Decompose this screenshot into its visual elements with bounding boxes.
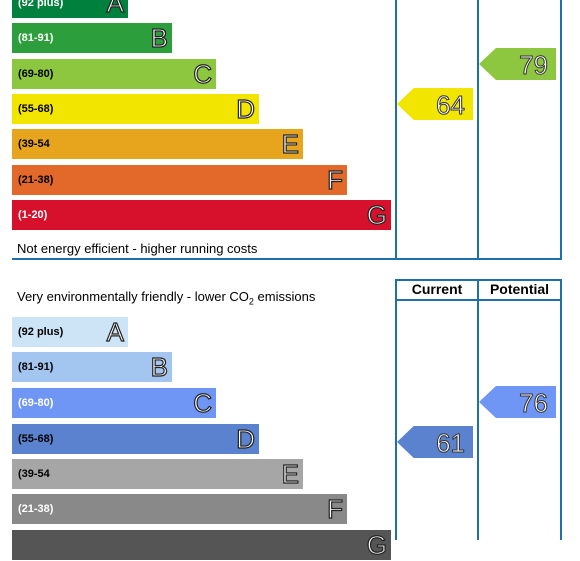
header-text-end: emissions (253, 289, 316, 304)
column-header-potential: Potential (489, 281, 550, 297)
band-range: (81-91) (18, 361, 54, 373)
band-range: (1-20) (18, 209, 48, 221)
band-range: (55-68) (18, 103, 54, 115)
band-range: (55-68) (18, 433, 54, 445)
environmental-band-d: (55-68) D (12, 423, 259, 455)
band-letter: C (193, 387, 213, 418)
environmental-band-b: (81-91) B (12, 351, 172, 383)
energy-band-b: (81-91) B (12, 22, 172, 54)
band-letter: G (366, 529, 387, 560)
header-text-subscript: 2 (248, 296, 254, 307)
chart-border-current-left (395, 279, 397, 540)
band-letter: B (150, 351, 169, 382)
band-letter: C (193, 58, 213, 89)
environmental-band-f: (21-38) F (12, 493, 347, 525)
energy-band-e: (39-54 E (12, 128, 303, 160)
band-range: (21-38) (18, 503, 54, 515)
energy-band-d: (55-68) D (12, 93, 259, 125)
chart-border-current-left (395, 0, 397, 260)
chart-border-right (560, 279, 562, 540)
column-header-current: Current (411, 281, 463, 297)
environmental-header-text: Very environmentally friendly - lower CO… (17, 289, 315, 307)
environmental-band-a: (92 plus) A (12, 316, 128, 348)
current-rating-value: 64 (436, 90, 466, 121)
band-letter: E (281, 458, 300, 489)
band-letter: A (106, 0, 125, 19)
band-letter: A (106, 316, 125, 347)
band-range: (92 plus) (18, 0, 64, 9)
environmental-current-rating-arrow: 61 (397, 426, 473, 458)
potential-rating-value: 76 (519, 388, 549, 419)
energy-band-f: (21-38) F (12, 164, 347, 196)
band-letter: F (327, 493, 344, 524)
band-letter: D (236, 423, 256, 454)
band-letter: B (150, 22, 169, 53)
energy-band-c: (69-80) C (12, 58, 216, 90)
band-range: (92 plus) (18, 326, 64, 338)
band-letter: D (236, 93, 256, 124)
band-range: (39-54 (18, 468, 50, 480)
chart-border-right (560, 0, 562, 260)
environmental-band-e: (39-54 E (12, 458, 303, 490)
environmental-band-c: (69-80) C (12, 387, 216, 419)
chart-border-current-right (477, 279, 479, 540)
energy-band-g: (1-20) G (12, 199, 391, 231)
band-range: (81-91) (18, 32, 54, 44)
chart-border-current-right (477, 0, 479, 260)
chart-border-bottom (12, 258, 562, 260)
band-range: (39-54 (18, 138, 50, 150)
current-rating-value: 61 (436, 428, 466, 459)
energy-potential-rating-arrow: 79 (479, 48, 556, 80)
band-range: (69-80) (18, 68, 54, 80)
potential-rating-value: 79 (519, 50, 549, 81)
band-range: (21-38) (18, 174, 54, 186)
energy-band-a: (92 plus) A (12, 0, 128, 19)
energy-footer-text: Not energy efficient - higher running co… (17, 241, 258, 256)
band-letter: E (281, 128, 300, 159)
band-letter: F (327, 164, 344, 195)
header-text-main: Very environmentally friendly - lower CO (17, 289, 249, 304)
environmental-potential-rating-arrow: 76 (479, 386, 556, 418)
energy-current-rating-arrow: 64 (397, 88, 473, 120)
band-range: (69-80) (18, 397, 54, 409)
band-letter: G (366, 199, 387, 230)
environmental-band-g: G (12, 529, 391, 561)
